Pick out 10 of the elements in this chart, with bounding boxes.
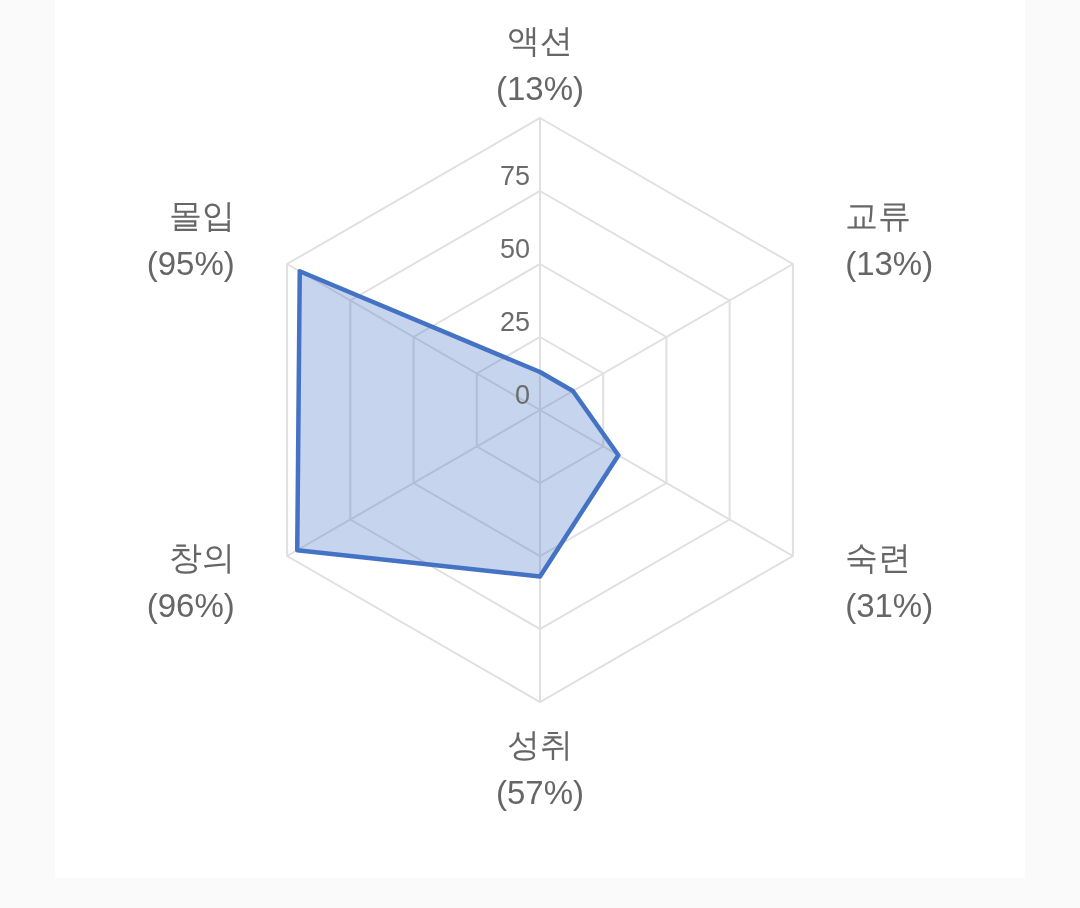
y-tick-label: 0 — [514, 380, 530, 410]
spoke-label: 창의 (96%) — [146, 538, 235, 624]
spoke-label: 액션 (13%) — [495, 21, 585, 107]
spoke-label: 몰입 (95%) — [146, 196, 235, 282]
spoke-label: 숙련 (31%) — [845, 538, 934, 624]
y-tick-label: 50 — [499, 234, 530, 264]
y-tick-label: 75 — [499, 161, 530, 191]
spoke-label: 교류 (13%) — [845, 196, 934, 282]
spoke-label: 성취 (57%) — [495, 725, 585, 811]
y-tick-label: 25 — [499, 307, 530, 337]
